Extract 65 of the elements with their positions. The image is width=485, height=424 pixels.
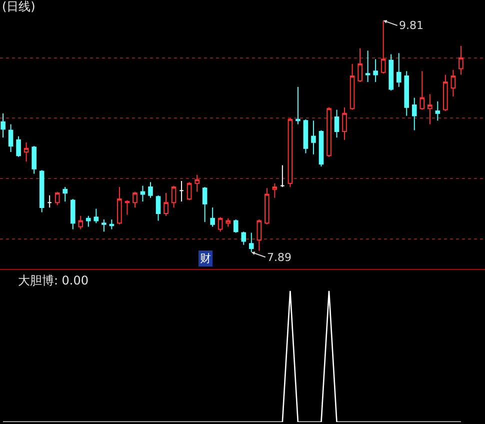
candlestick [124,200,130,216]
candlestick [334,109,340,138]
candlestick [102,219,106,232]
candlestick [296,86,300,125]
candlestick [32,145,36,174]
candlestick [264,188,270,225]
candlestick [117,186,122,225]
candlestick [94,208,99,224]
candlestick [78,215,84,230]
candlestick [280,164,285,188]
candlestick [256,219,262,252]
chart-title: 大胆博: 0.00 [18,273,89,288]
candlestick [380,20,386,74]
candlestick [16,136,21,158]
candlestick [350,63,355,110]
candlestick [358,48,362,83]
candlestick [412,97,417,131]
candlestick [8,124,14,152]
candlestick [450,69,456,97]
candlestick [210,206,215,228]
candlestick [186,182,192,201]
candlestick [148,182,153,198]
candlestick [47,194,52,208]
candlestick [86,215,91,228]
candlestick [233,219,238,234]
candlestick [404,70,410,116]
candlestick [62,186,68,202]
candlestick [109,219,114,230]
candlestick [39,170,44,213]
candlestick [0,112,6,138]
candlestick [194,174,200,192]
candlestick [288,118,293,188]
candlestick [132,191,138,208]
annotation: 7.89 [267,251,292,264]
candlestick [388,54,394,91]
candlestick [326,106,332,158]
candlestick [396,52,402,88]
candlestick [54,191,60,206]
candlestick [303,118,308,154]
candlestick [70,198,76,230]
candlestick [373,58,378,83]
candlestick [218,216,223,232]
candlestick [458,45,464,76]
candlestick [318,130,324,167]
candlestick [420,70,425,110]
candlestick [179,180,184,202]
candlestick [241,231,246,246]
chart-title: (日线) [2,0,36,14]
candlestick [164,192,168,216]
candlestick [443,74,448,112]
candlestick [427,94,432,125]
candlestick [171,185,176,208]
candlestick [226,218,230,228]
candlestick [342,106,347,140]
candlestick [140,185,146,202]
candlestick [156,194,161,222]
candlestick [311,120,316,155]
candlestick [248,232,254,253]
annotation: 9.81 [399,19,424,32]
candlestick [24,142,29,162]
candlestick [435,100,440,122]
candlestick [365,50,370,83]
annotation: 财 [200,252,211,265]
candlestick [202,186,208,222]
candlestick [272,182,278,198]
